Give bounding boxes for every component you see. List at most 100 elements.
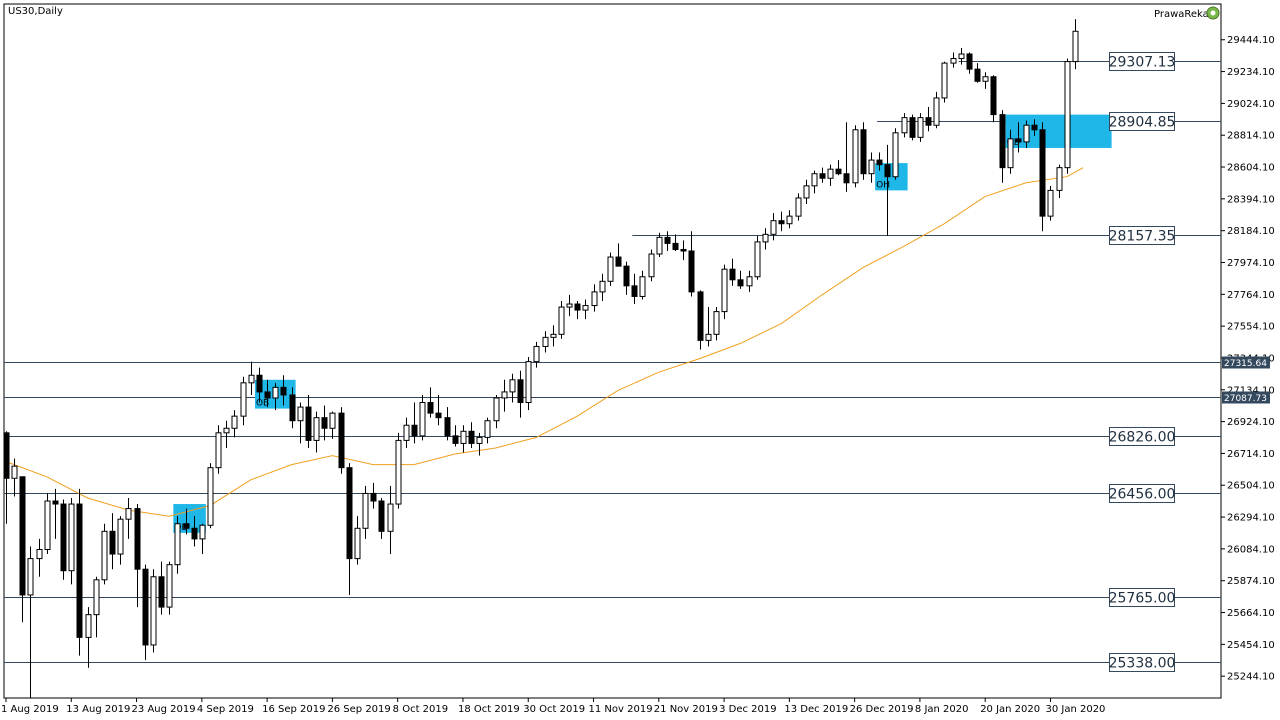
candle-body-down [1039,129,1046,217]
candle-body-down [990,76,997,116]
level-label: 25765.00 [1109,591,1176,607]
candle-body-down [52,500,59,505]
candle [207,463,214,529]
x-tick-label: 23 Aug 2019 [132,704,196,715]
candle-body-down [1031,124,1038,131]
level-label-box [1109,112,1175,131]
candle [917,113,924,142]
x-tick-label: 8 Jan 2020 [915,704,969,715]
candle [272,382,279,411]
candle-body-up [419,402,426,437]
candle [542,331,549,353]
candle-body-down [280,386,287,396]
candle-body-down [688,250,695,293]
candle-body-down [925,117,932,126]
candle-body-down [183,523,190,529]
candle-body-up [1007,138,1014,169]
candle-body-up [591,291,598,307]
y-tick-label: 28184.10 [1227,226,1275,237]
candle [297,402,304,444]
candle-body-down [264,391,271,399]
candle-body-up [509,379,516,393]
candle-body-up [542,336,549,347]
candle [705,307,712,347]
candle [215,425,222,474]
level-label-box [1109,52,1175,71]
candle [427,387,434,418]
candle-body-up [174,523,181,566]
candle-body-down [778,220,785,225]
candle-body-up [297,406,304,422]
symbol-label: US30,Daily [8,6,63,17]
candle [248,361,255,395]
candle [329,411,336,439]
candle-body-down [631,285,638,297]
candle-body-down [191,527,198,540]
candle-body-down [19,476,26,596]
candle-body-up [403,424,410,441]
candle [901,113,908,138]
candle [403,417,410,448]
candle [354,516,361,565]
y-tick-label: 29444.10 [1227,35,1275,46]
price-tag-label: 27315.64 [1224,359,1267,369]
candle [493,394,500,429]
level-label: 26826.00 [1109,430,1176,446]
brand-logo-icon [1206,6,1220,20]
candle-body-down [378,500,385,532]
y-tick-label: 26294.10 [1227,513,1275,524]
candle [1031,119,1038,136]
moving-average-line [5,167,1084,517]
candle [444,407,451,441]
candle [476,432,483,456]
candle [150,569,157,653]
candle-body-up [166,564,173,608]
order-block-zone [875,163,908,191]
candle-body-up [558,306,565,335]
candle-body-up [117,518,124,555]
candle-body-down [966,53,973,70]
candle [125,497,132,539]
candle [721,264,728,320]
candle-body-up [950,58,957,64]
candle [19,476,26,623]
candle [378,497,385,539]
x-tick-label: 26 Sep 2019 [327,704,390,715]
candle [672,234,679,251]
candle [3,431,10,524]
candle [1015,122,1022,153]
candle-body-down [999,114,1006,169]
x-tick-label: 11 Nov 2019 [589,704,653,715]
candle-body-down [452,435,459,444]
candle [509,373,516,403]
candle-body-down [435,412,442,419]
candle-body-down [3,432,10,479]
candle-body-up [150,576,157,646]
y-tick-label: 26504.10 [1227,481,1275,492]
candle-body-up [795,197,802,217]
candle-body-down [289,394,296,422]
candle-body-up [460,430,467,444]
candle [289,387,296,429]
candle-body-up [476,436,483,444]
candle [786,210,793,229]
level-label: 25338.00 [1109,656,1176,672]
candle [729,258,736,286]
candle [183,508,190,535]
candle-body-up [746,276,753,287]
candle [966,52,973,74]
plot-frame [3,3,1222,699]
candle [958,47,965,65]
candle [950,52,957,68]
candles-layer [3,19,1079,698]
y-tick-label: 28394.10 [1227,194,1275,205]
x-tick-label: 30 Jan 2020 [1045,704,1105,715]
candle [93,576,100,638]
candle-body-down [672,242,679,250]
candle [191,516,198,547]
candle [892,128,899,180]
candle [11,458,18,497]
candle [387,485,394,555]
candle-body-up [827,168,834,179]
